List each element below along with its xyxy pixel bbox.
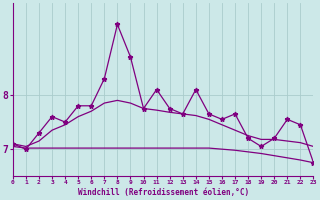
X-axis label: Windchill (Refroidissement éolien,°C): Windchill (Refroidissement éolien,°C): [77, 188, 249, 197]
